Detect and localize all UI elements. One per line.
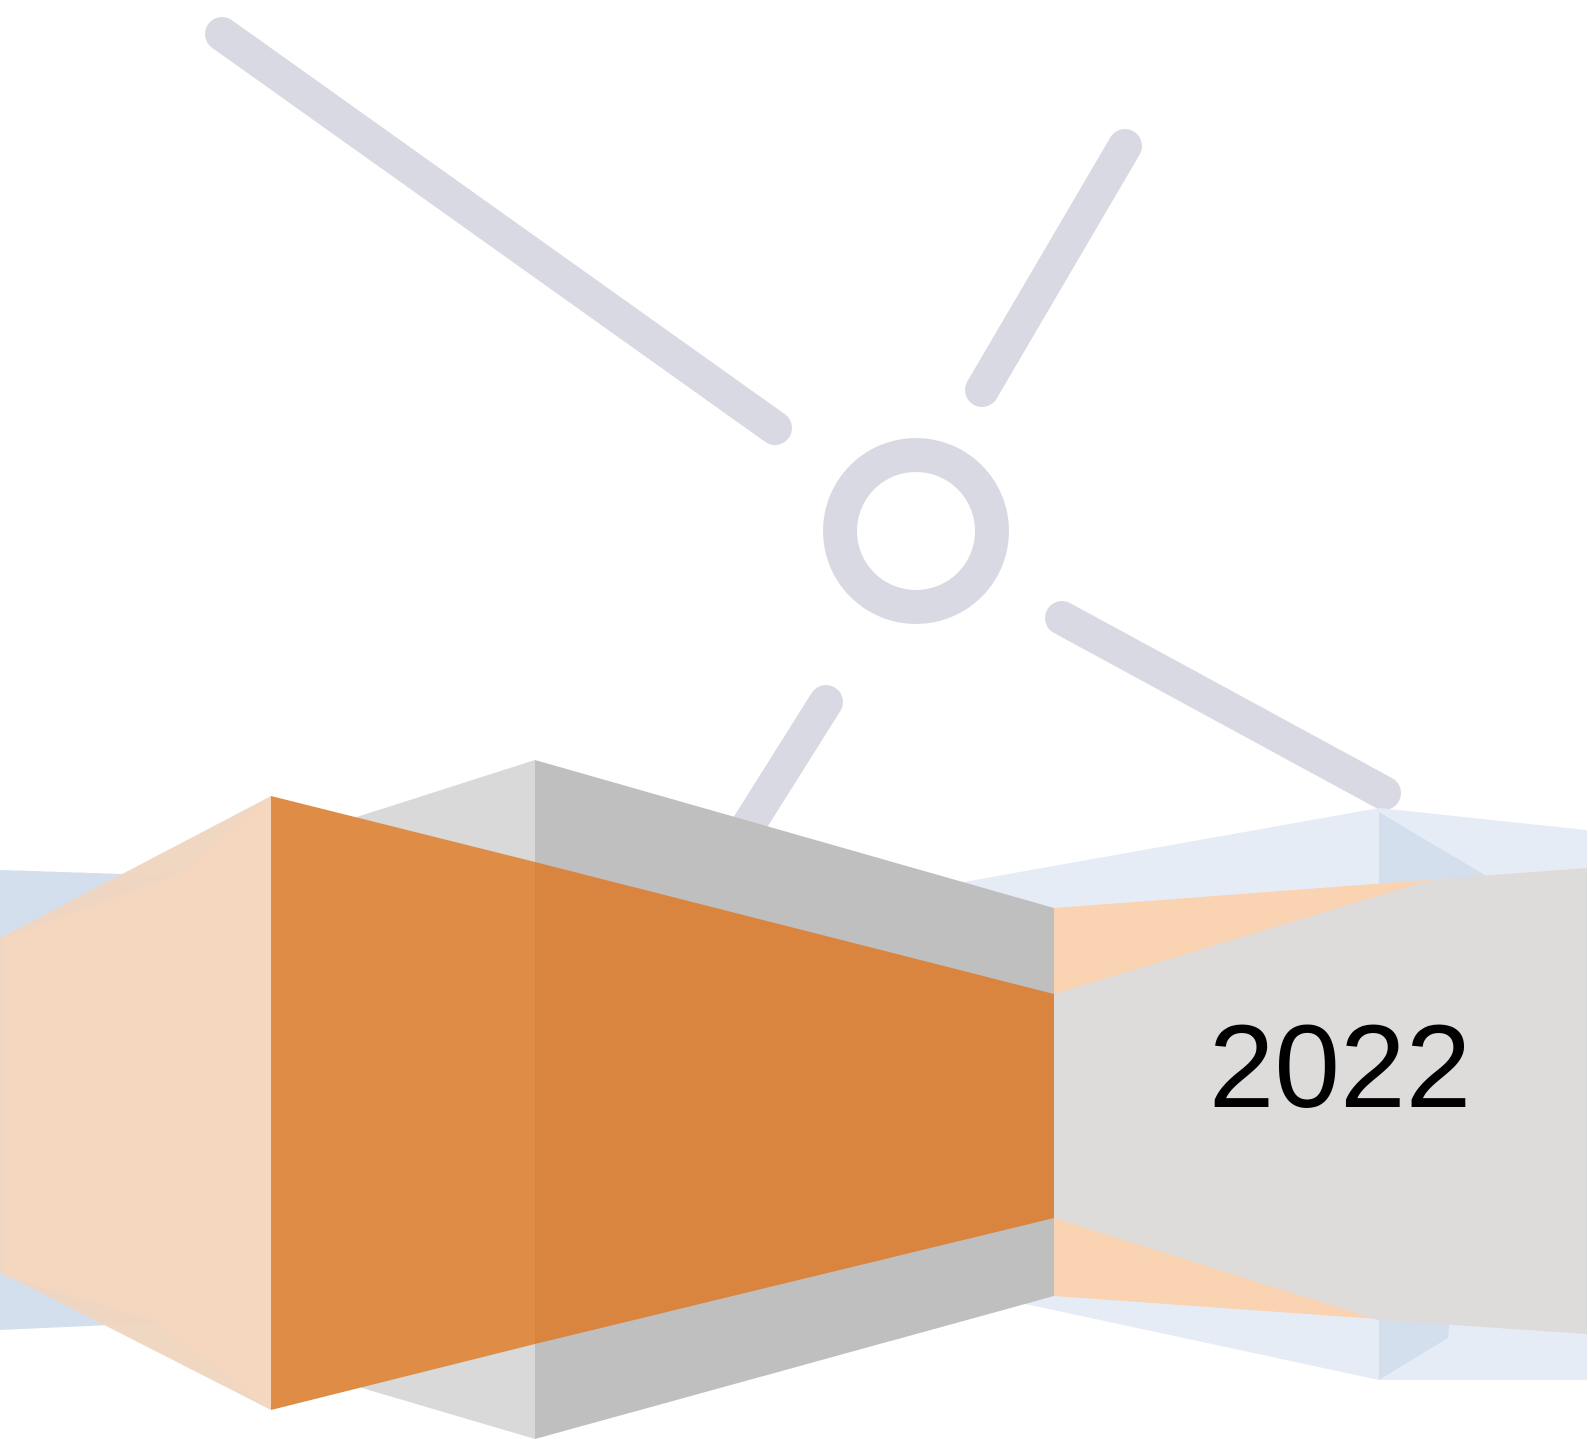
- peach-panel-left-light: [4, 796, 271, 1410]
- sun-ray-lower-right: [1045, 601, 1401, 810]
- year-panel: [1054, 868, 1587, 1334]
- sun-ray-upper-right: [965, 129, 1142, 407]
- sun-ring: [823, 438, 1009, 624]
- sun-icon: [205, 17, 1401, 843]
- year-label: 2022: [1209, 1001, 1472, 1133]
- sun-ray-upper-left: [205, 17, 792, 445]
- orange-band-left: [271, 796, 535, 1410]
- orange-band-right: [535, 862, 1054, 1344]
- sun-ray-lower-left: [731, 685, 843, 843]
